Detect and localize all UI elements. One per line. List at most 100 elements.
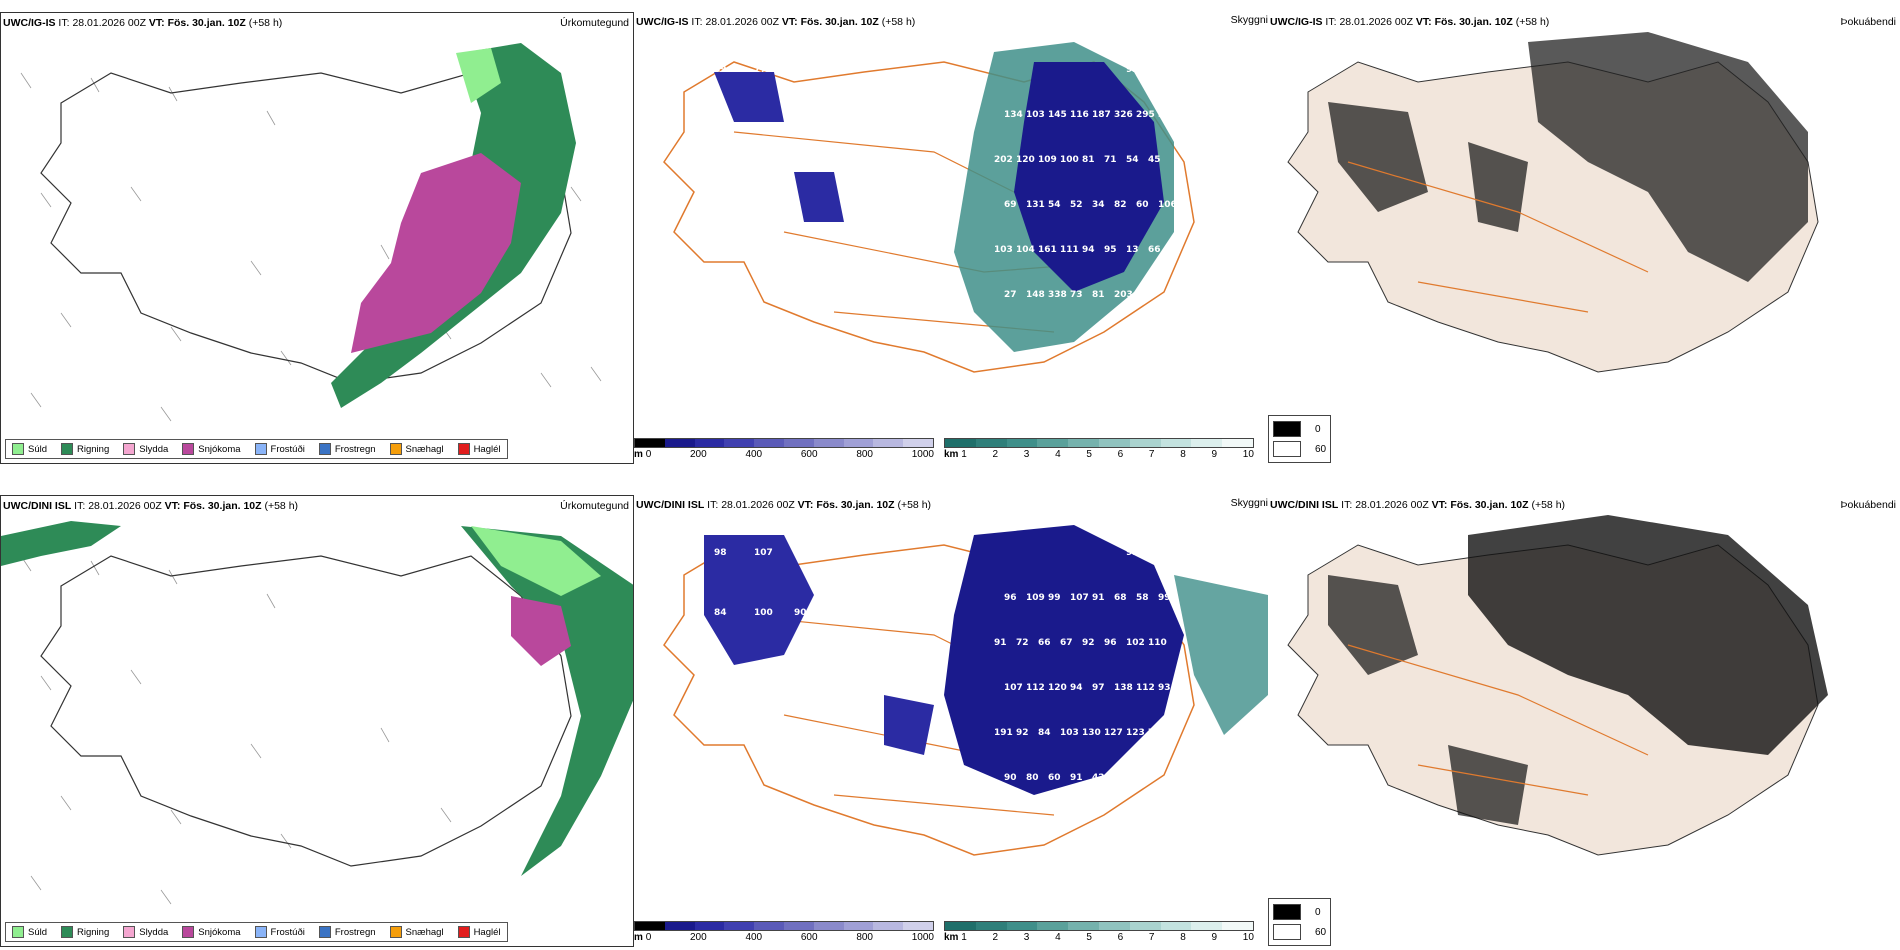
cloud-base-colorbar (634, 921, 934, 931)
cloud-base-area-west (714, 72, 844, 222)
legend-item: Súld (12, 443, 47, 455)
cloud-base-label: 107 (1070, 593, 1089, 603)
legend-swatch (389, 926, 402, 938)
fog-map-row1 (1287, 32, 1819, 373)
cloud-base-label: 103 (1060, 728, 1079, 738)
colorbar-segment (1037, 439, 1069, 447)
legend-item: Frostregn (318, 926, 376, 938)
fog-map-row2 (1287, 515, 1828, 856)
cloud-base-label: 84 (1038, 728, 1051, 738)
fog-area-west (1328, 575, 1528, 825)
colorbar-segment (1098, 439, 1130, 447)
cloud-base-label: 202 (994, 155, 1013, 165)
colorbar-segment (724, 439, 755, 447)
cloud-base-label: 120 (1048, 683, 1067, 693)
colorbar-segment (975, 922, 1007, 930)
legend-item: Frostúði (254, 926, 305, 938)
legend-item: Súld (12, 926, 47, 938)
legend-item: Rigning (61, 443, 109, 455)
colorbar-segment (873, 922, 904, 930)
legend-item: Frostregn (318, 443, 376, 455)
legend-swatch (182, 443, 195, 455)
cloud-base-label: 103 (994, 245, 1013, 255)
header-row1-cloud: UWC/IG-IS IT: 28.01.2026 00Z VT: Fös. 30… (636, 16, 916, 28)
legend-swatch (182, 926, 195, 938)
fog-swatch-light (1273, 441, 1301, 457)
colorbar-segment (1129, 439, 1161, 447)
cloud-base-label: 66 (1038, 638, 1051, 648)
header-row2-cloud: UWC/DINI ISL IT: 28.01.2026 00Z VT: Fös.… (636, 499, 932, 511)
cloud-base-label: 54 (1048, 200, 1061, 210)
colorbar-segment (1068, 439, 1099, 447)
cloud-base-label: 34 (1092, 200, 1105, 210)
cloud-base-label: 123 (1126, 728, 1145, 738)
cloud-base-label: 92 (1082, 638, 1095, 648)
cloud-base-label: 13 (1126, 245, 1139, 255)
cloud-base-label: 107 (1004, 683, 1023, 693)
colorbar-segment (1098, 922, 1130, 930)
colorbar-segment (694, 439, 725, 447)
legend-item: Slydda (123, 926, 168, 938)
colorbar-segment (635, 439, 665, 447)
cloud-base-label: 116 (1070, 110, 1089, 120)
colorbar-segment (664, 439, 695, 447)
fog-swatch-light (1273, 924, 1301, 940)
fog-area (1528, 32, 1808, 282)
cloud-base-label: 120 (1016, 155, 1035, 165)
cloud-base-label: 81 (1082, 155, 1095, 165)
cloud-base-label: 89 (714, 65, 727, 75)
cloud-base-label: 145 (1048, 110, 1067, 120)
cloud-base-label: 112 (1026, 683, 1045, 693)
colorbar-segment (1006, 922, 1038, 930)
cloud-base-label: 94 (1082, 245, 1095, 255)
precip-legend-row1: Súld Rigning Slydda Snjókoma Frostúði Fr… (5, 439, 508, 459)
cloud-base-label: 107 (754, 548, 773, 558)
colorbar-segment (754, 439, 784, 447)
colorbar-segment (694, 922, 725, 930)
precip-title-row1: Úrkomutegund (560, 17, 629, 29)
legend-item: Snjókoma (182, 443, 241, 455)
legend-swatch (123, 926, 136, 938)
colorbar-segment (1191, 922, 1223, 930)
header-row1-precip: UWC/IG-IS IT: 28.01.2026 00Z VT: Fös. 30… (3, 17, 283, 29)
cloud-base-label: 338 (1048, 290, 1067, 300)
legend-swatch (254, 926, 267, 938)
cloud-base-label: 191 (994, 728, 1013, 738)
cloud-base-colorbar (634, 438, 934, 448)
cloud-base-label: 92 (1016, 728, 1029, 738)
cloud-base-label: 54 (1148, 548, 1161, 558)
legend-item: Rigning (61, 926, 109, 938)
colorbar-segment (783, 439, 814, 447)
legend-swatch (318, 443, 331, 455)
colorbar-segment (945, 439, 976, 447)
cloud-base-label: 134 (1004, 110, 1023, 120)
fog-title-row1: Þokuábendi (1840, 16, 1896, 28)
colorbar-segment (664, 922, 695, 930)
cloud-base-label: 60 (1048, 773, 1061, 783)
cloud-base-label: 69 (1004, 200, 1017, 210)
colorbar-segment (813, 439, 844, 447)
cloud-title-row2: Skyggni (1230, 497, 1268, 509)
cloud-base-label: 54 (1126, 155, 1139, 165)
cloud-base-label: 109 (1038, 155, 1057, 165)
cloud-base-label: 91 (1070, 773, 1083, 783)
cloud-base-label: 90 (1004, 773, 1017, 783)
cloud-base-label: 127 (1104, 728, 1123, 738)
header-row2-precip: UWC/DINI ISL IT: 28.01.2026 00Z VT: Fös.… (3, 500, 299, 512)
cloud-base-label: 99 (1126, 548, 1139, 558)
cloud-base-label: 69 (754, 125, 767, 135)
cloud-base-label: 98 (794, 548, 807, 558)
colorbar-segment (813, 922, 844, 930)
wind-barbs (20, 555, 452, 905)
cloud-base-label: 111 (1060, 245, 1079, 255)
cloud-base-label: 161 (1038, 245, 1057, 255)
legend-swatch (457, 926, 470, 938)
cloud-base-scale-row2: m 0 200 400 600 800 1000 (634, 921, 934, 943)
colorbar-segment (843, 922, 874, 930)
colorbar-segment (1037, 922, 1069, 930)
legend-item: Snjókoma (182, 926, 241, 938)
fog-panel-row2: UWC/DINI ISL IT: 28.01.2026 00Z VT: Fös.… (1268, 495, 1900, 947)
